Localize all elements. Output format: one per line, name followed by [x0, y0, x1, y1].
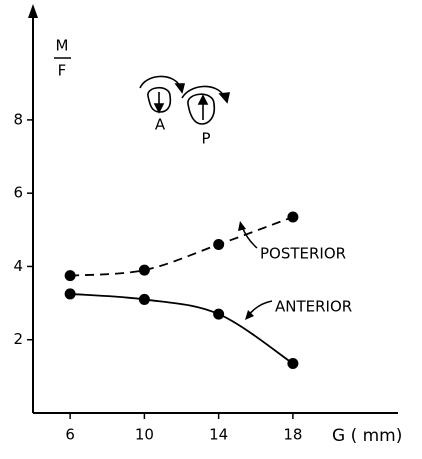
data-point [139, 294, 150, 305]
y-tick-label: 6 [13, 184, 23, 202]
y-tick-label: 2 [13, 330, 23, 348]
icon-label: A [155, 116, 166, 134]
chart: M F G ( mm) A P POSTERIOR ANTERIOR 2 4 6 8 6… [0, 0, 422, 455]
x-tick-label: 18 [283, 426, 302, 444]
y-axis-arrow [28, 4, 38, 18]
data-point [65, 288, 76, 299]
y-tick-label: 4 [13, 257, 23, 275]
annotation-arrows [238, 221, 272, 320]
x-tick-label: 6 [65, 426, 75, 444]
tooth-icons [140, 76, 229, 124]
data-point [65, 270, 76, 281]
y-label-numerator: M [56, 37, 69, 55]
series-line [70, 294, 293, 364]
series-label: POSTERIOR [260, 245, 346, 263]
data-point [213, 239, 224, 250]
x-tick-label: 10 [135, 426, 154, 444]
x-tick-label: 14 [209, 426, 228, 444]
data-point [139, 265, 150, 276]
data-point [287, 358, 298, 369]
data-point [287, 211, 298, 222]
y-tick-label: 8 [13, 110, 23, 128]
icon-label: P [201, 130, 210, 148]
x-label: G ( mm) [332, 426, 402, 446]
data-point [213, 309, 224, 320]
series-label: ANTERIOR [275, 298, 352, 316]
y-label-denominator: F [58, 62, 67, 80]
